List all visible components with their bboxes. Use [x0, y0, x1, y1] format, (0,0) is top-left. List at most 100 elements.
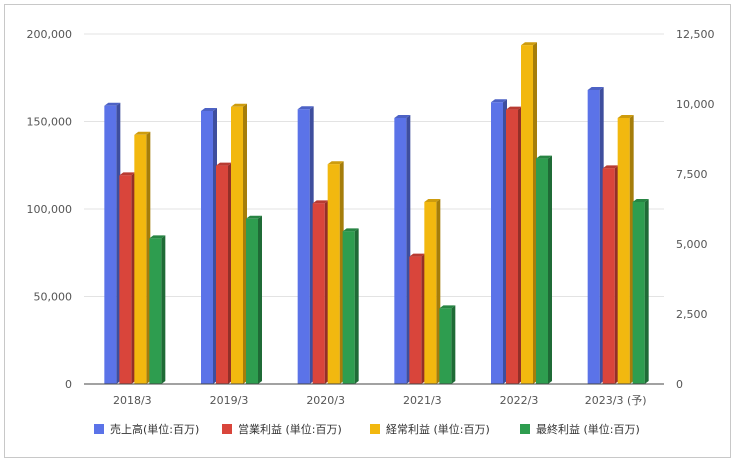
- bar-side: [644, 199, 649, 384]
- bar-front: [632, 202, 645, 384]
- legend-swatch: [222, 424, 232, 434]
- bar-side: [548, 155, 552, 384]
- bar-side: [161, 235, 166, 384]
- bar-top: [104, 102, 121, 106]
- bar-top: [394, 115, 411, 118]
- bar-front: [587, 90, 600, 384]
- series-4: [149, 155, 649, 384]
- bar-front: [312, 203, 325, 384]
- bar-front: [246, 218, 258, 384]
- bar-top: [216, 162, 232, 166]
- bar: [602, 165, 619, 384]
- legend-item: 経常利益 (単位:百万): [370, 422, 490, 436]
- bar-top: [409, 253, 426, 257]
- legend-label: 営業利益 (単位:百万): [238, 422, 342, 436]
- bar: [439, 305, 456, 384]
- bar: [491, 99, 507, 384]
- bar-top: [506, 106, 522, 110]
- bar: [216, 162, 232, 384]
- gridlines: [84, 33, 664, 297]
- bar-top: [617, 115, 634, 118]
- series-1: [104, 87, 604, 384]
- bar-top: [297, 106, 314, 110]
- bar: [342, 228, 359, 384]
- bar: [201, 108, 217, 384]
- bar: [149, 235, 166, 384]
- bar-front: [394, 118, 407, 384]
- bar-front: [506, 109, 518, 384]
- bar-top: [424, 199, 441, 202]
- legend-swatch: [370, 424, 380, 434]
- bar-top: [632, 199, 649, 202]
- left-axis-tick-label: 100,000: [27, 203, 73, 216]
- bar-front: [536, 158, 548, 384]
- right-axis-tick-label: 10,000: [676, 98, 715, 111]
- bar: [246, 215, 262, 384]
- bar-front: [216, 165, 228, 384]
- bar: [297, 106, 314, 384]
- left-axis-tick-label: 150,000: [27, 116, 73, 129]
- bar-front: [201, 111, 213, 384]
- left-axis-tick-label: 50,000: [34, 291, 73, 304]
- bar: [134, 131, 151, 384]
- legend-item: 最終利益 (単位:百万): [520, 422, 640, 436]
- bar-front: [491, 102, 503, 384]
- bar: [536, 155, 552, 384]
- x-axis-tick-label: 2023/3 (予): [585, 394, 647, 407]
- bar-top: [491, 99, 507, 103]
- bar-top: [587, 87, 604, 90]
- x-axis-tick-label: 2019/3: [210, 394, 249, 407]
- bar: [521, 42, 537, 384]
- bar-front: [439, 308, 452, 384]
- bar-top: [231, 103, 247, 107]
- bar-top: [134, 131, 151, 135]
- bar-top: [201, 108, 217, 111]
- bar: [312, 200, 329, 384]
- legend-label: 売上高(単位:百万): [110, 422, 199, 436]
- left-axis-tick-label: 200,000: [27, 28, 73, 41]
- bar-top: [521, 42, 537, 46]
- bar-front: [134, 134, 147, 384]
- bar-front: [342, 231, 355, 384]
- bar-front: [119, 175, 132, 384]
- right-axis-tick-label: 7,500: [676, 168, 708, 181]
- bar-side: [258, 215, 262, 384]
- bar-front: [149, 238, 162, 384]
- bar-front: [231, 106, 243, 385]
- bar: [506, 106, 522, 384]
- bar: [587, 87, 604, 384]
- bars: [104, 42, 649, 385]
- left-axis: 0 50,000 100,000 150,000 200,000: [27, 28, 73, 391]
- x-axis: 2018/3 2019/3 2020/3 2021/3 2022/3 2023/3 (予): [113, 394, 647, 407]
- bar-front: [617, 118, 630, 384]
- bar: [104, 102, 121, 384]
- bar: [119, 172, 136, 384]
- bar-top: [119, 172, 136, 176]
- bar: [617, 115, 634, 384]
- right-axis-tick-label: 0: [676, 378, 683, 391]
- bar-top: [327, 161, 344, 165]
- bar-top: [246, 215, 262, 219]
- bar-front: [521, 45, 533, 384]
- legend-label: 最終利益 (単位:百万): [536, 422, 640, 436]
- bar-top: [602, 165, 619, 169]
- bar-front: [602, 168, 615, 384]
- left-axis-tick-label: 0: [65, 378, 72, 391]
- right-axis-tick-label: 12,500: [676, 28, 715, 41]
- legend-item: 営業利益 (単位:百万): [222, 422, 342, 436]
- x-axis-tick-label: 2020/3: [306, 394, 345, 407]
- bar-top: [312, 200, 329, 204]
- bar-front: [424, 202, 437, 384]
- legend-item: 売上高(単位:百万): [94, 422, 199, 436]
- legend: 売上高(単位:百万) 営業利益 (単位:百万) 経常利益 (単位:百万) 最終利益 (…: [94, 422, 640, 436]
- legend-swatch: [94, 424, 104, 434]
- x-axis-tick-label: 2022/3: [500, 394, 539, 407]
- bar: [231, 103, 247, 385]
- bar-top: [149, 235, 166, 239]
- right-axis: 0 2,500 5,000 7,500 10,000 12,500: [676, 28, 715, 391]
- bar-front: [327, 164, 340, 384]
- legend-label: 経常利益 (単位:百万): [386, 422, 490, 436]
- right-axis-tick-label: 2,500: [676, 308, 708, 321]
- bar-front: [104, 105, 117, 384]
